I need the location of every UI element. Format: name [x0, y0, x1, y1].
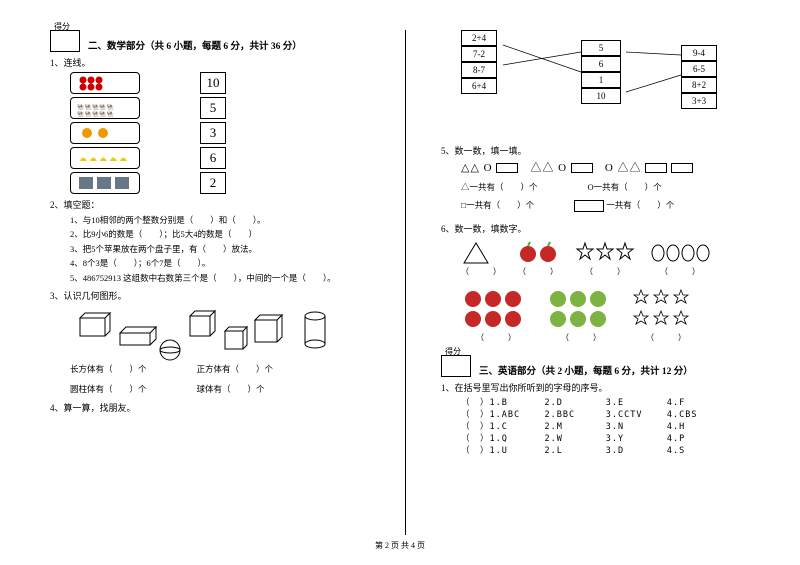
paren-label: （ ） — [461, 266, 501, 277]
banana-image-box — [70, 147, 140, 169]
num-box: 10 — [200, 72, 226, 94]
apple-image-box — [70, 72, 140, 94]
score-box — [441, 355, 471, 377]
sphere-label: 球体有（ ）个 — [197, 383, 265, 395]
paren-label: （ ） — [461, 332, 531, 343]
expr-box: 6 — [581, 56, 621, 72]
shapes-illustration: 长方体有（ ）个 正方体有（ ）个 圆柱体有（ ）个 球体有（ ）个 — [70, 308, 350, 395]
fill-line: 5、486752913 这组数中右数第三个是（ ），中间的一个是（ ）。 — [70, 271, 370, 285]
match-row: 3 — [70, 122, 350, 144]
match-row: 6 — [70, 147, 350, 169]
expr-box: 9-4 — [681, 45, 717, 61]
green-apples-icon — [546, 287, 616, 332]
q3-label: 3、认识几何图形。 — [50, 289, 370, 302]
expr-box: 2+4 — [461, 30, 497, 46]
ovals-icon — [650, 240, 710, 266]
score-box — [50, 30, 80, 52]
fill-line: 1、与10相邻的两个整数分别是（ ）和（ ）。 — [70, 213, 370, 227]
cylinder-label: 圆柱体有（ ）个 — [70, 383, 147, 395]
num-box: 5 — [200, 97, 226, 119]
section2-title: 二、数学部分（共 6 小题，每题 6 分，共计 36 分） — [88, 38, 302, 52]
expr-box: 5 — [581, 40, 621, 56]
english-row: （ ）1.C 2.M 3.N 4.H — [461, 420, 750, 432]
page-footer: 第 2 页 共 4 页 — [50, 540, 750, 551]
fill-line: 2、比9小6的数是（ ）；比5大4的数是（ ） — [70, 227, 370, 241]
shape-symbol-line: △△ O △△ O O △△ — [461, 159, 750, 175]
num-box: 2 — [200, 172, 226, 194]
expr-box: 6-5 — [681, 61, 717, 77]
count-row-1: （ ） （ ） （ ） （ ） — [461, 240, 730, 277]
paren-label: （ ） — [516, 266, 560, 277]
match-row: 2 — [70, 172, 350, 194]
match-row: 🐏🐏🐏🐏🐏🐏🐏🐏🐏🐏 5 — [70, 97, 350, 119]
stars-icon — [575, 240, 635, 266]
q4-label: 4、算一算，找朋友。 — [50, 401, 370, 414]
cuboid-label: 长方体有（ ）个 — [70, 363, 147, 375]
chicken-image-box — [70, 122, 140, 144]
expr-box: 6+4 — [461, 78, 497, 94]
expr-box: 10 — [581, 88, 621, 104]
right-column: 2+4 7-2 8-7 6+4 5 6 1 10 9-4 6-5 8+2 3+3… — [441, 30, 750, 535]
paren-label: （ ） — [575, 266, 635, 277]
triangle-icon — [461, 240, 491, 266]
tri-count: △一共有（ ）个 — [461, 181, 538, 193]
english-rows: （ ）1.B 2.D 3.E 4.F（ ）1.ABC 2.BBC 3.CCTV … — [441, 396, 750, 456]
fill-line: 4、8个3是（ ）；6个7是（ ）。 — [70, 256, 370, 270]
count-row-2: （ ） （ ） （ ） — [461, 287, 730, 343]
q6-label: 6、数一数，填数字。 — [441, 222, 750, 235]
svg-text:🐏🐏🐏🐏🐏: 🐏🐏🐏🐏🐏 — [77, 110, 115, 117]
english-row: （ ）1.ABC 2.BBC 3.CCTV 4.CBS — [461, 408, 750, 420]
expr-box: 8-7 — [461, 62, 497, 78]
cube-label: 正方体有（ ）个 — [197, 363, 274, 375]
apples-icon — [516, 240, 560, 266]
q5-label: 5、数一数，填一填。 — [441, 144, 750, 157]
q1-label: 1、连线。 — [50, 56, 370, 69]
expr-box: 3+3 — [681, 93, 717, 109]
section3-title: 三、英语部分（共 2 小题，每题 6 分，共计 12 分） — [479, 363, 693, 377]
sq-count: □一共有（ ）个 — [461, 199, 534, 212]
match-row: 10 — [70, 72, 350, 94]
num-box: 3 — [200, 122, 226, 144]
circ-count: O一共有（ ）个 — [588, 181, 662, 193]
eng-q1-label: 1、在括号里写出你所听到的字母的序号。 — [441, 381, 750, 394]
english-row: （ ）1.Q 2.W 3.Y 4.P — [461, 432, 750, 444]
rect-count: 一共有（ ）个 — [574, 199, 674, 212]
goat-image-box: 🐏🐏🐏🐏🐏🐏🐏🐏🐏🐏 — [70, 97, 140, 119]
paren-label: （ ） — [650, 266, 710, 277]
q2-label: 2、填空题： — [50, 198, 370, 211]
expr-box: 7-2 — [461, 46, 497, 62]
paren-label: （ ） — [631, 332, 701, 343]
column-divider — [405, 30, 406, 535]
english-row: （ ）1.U 2.L 3.D 4.S — [461, 444, 750, 456]
people-image-box — [70, 172, 140, 194]
english-row: （ ）1.B 2.D 3.E 4.F — [461, 396, 750, 408]
num-box: 6 — [200, 147, 226, 169]
left-column: 二、数学部分（共 6 小题，每题 6 分，共计 36 分） 1、连线。 10 🐏… — [50, 30, 370, 535]
svg-text:🐏🐏🐏🐏🐏: 🐏🐏🐏🐏🐏 — [77, 103, 115, 111]
expr-box: 1 — [581, 72, 621, 88]
expression-match-area: 2+4 7-2 8-7 6+4 5 6 1 10 9-4 6-5 8+2 3+3 — [441, 30, 750, 140]
expr-box: 8+2 — [681, 77, 717, 93]
red-apples-icon — [461, 287, 531, 332]
fill-line: 3、把5个苹果放在两个盘子里，有（ ）放法。 — [70, 242, 370, 256]
stars-grid-icon — [631, 287, 701, 332]
paren-label: （ ） — [546, 332, 616, 343]
